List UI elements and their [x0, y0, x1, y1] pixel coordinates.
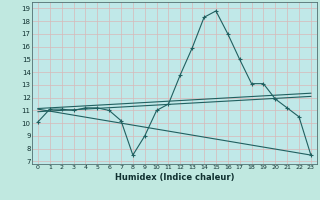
X-axis label: Humidex (Indice chaleur): Humidex (Indice chaleur)	[115, 173, 234, 182]
